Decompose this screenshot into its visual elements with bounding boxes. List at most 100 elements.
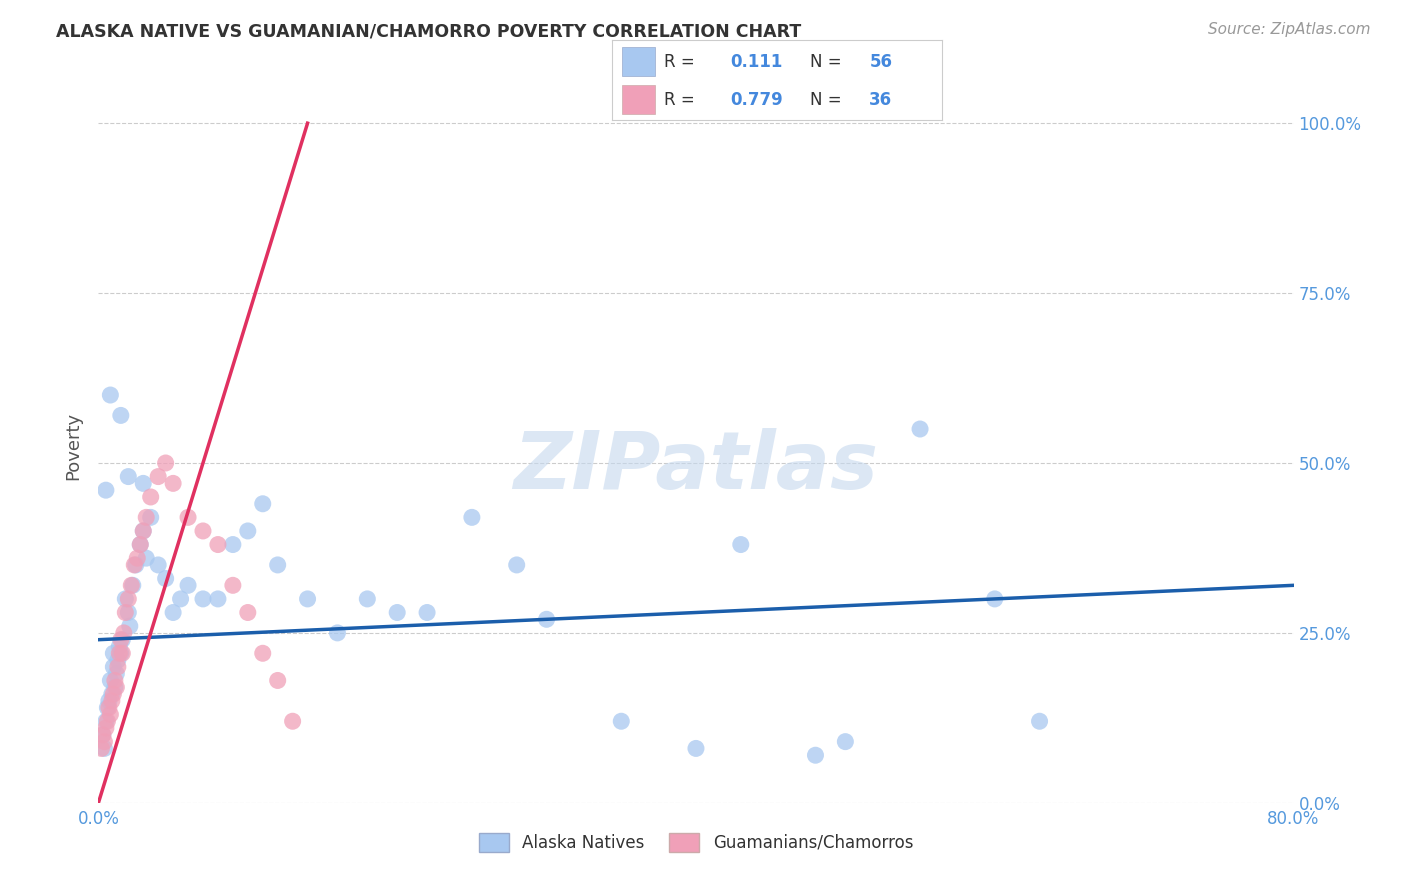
Legend: Alaska Natives, Guamanians/Chamorros: Alaska Natives, Guamanians/Chamorros bbox=[472, 826, 920, 859]
Point bbox=[132, 524, 155, 538]
FancyBboxPatch shape bbox=[621, 47, 655, 77]
Point bbox=[114, 606, 136, 620]
Point bbox=[111, 632, 134, 647]
Point bbox=[103, 687, 125, 701]
Point bbox=[97, 694, 120, 708]
Point bbox=[326, 626, 349, 640]
Point bbox=[124, 558, 146, 572]
Point bbox=[177, 510, 200, 524]
Point bbox=[536, 612, 558, 626]
Text: N =: N = bbox=[810, 91, 841, 109]
Point bbox=[129, 537, 152, 551]
Point bbox=[110, 632, 132, 647]
Point bbox=[148, 469, 170, 483]
Point bbox=[177, 578, 200, 592]
Point bbox=[610, 714, 633, 729]
Point bbox=[506, 558, 529, 572]
Point bbox=[132, 476, 155, 491]
Point bbox=[112, 626, 135, 640]
Point bbox=[236, 524, 259, 538]
Point bbox=[191, 591, 214, 606]
Point bbox=[110, 646, 132, 660]
Point bbox=[91, 728, 114, 742]
Point bbox=[129, 537, 152, 551]
Point bbox=[90, 741, 112, 756]
Point bbox=[108, 640, 131, 654]
Point bbox=[121, 578, 143, 592]
Y-axis label: Poverty: Poverty bbox=[65, 412, 83, 480]
Point bbox=[91, 728, 114, 742]
Point bbox=[110, 409, 132, 423]
Point bbox=[191, 524, 214, 538]
Point bbox=[94, 721, 117, 735]
Point bbox=[685, 741, 707, 756]
Point bbox=[252, 497, 274, 511]
Point bbox=[385, 606, 409, 620]
Point bbox=[111, 646, 134, 660]
Point bbox=[103, 646, 125, 660]
Text: 56: 56 bbox=[869, 53, 893, 70]
Point bbox=[356, 591, 378, 606]
Point bbox=[105, 666, 128, 681]
Point bbox=[105, 680, 128, 694]
Point bbox=[162, 606, 184, 620]
Point bbox=[984, 591, 1007, 606]
Text: N =: N = bbox=[810, 53, 841, 70]
Point bbox=[117, 606, 139, 620]
Point bbox=[162, 476, 184, 491]
Point bbox=[236, 606, 259, 620]
Text: 36: 36 bbox=[869, 91, 893, 109]
Point bbox=[252, 646, 274, 660]
Point bbox=[98, 673, 122, 688]
Point bbox=[416, 606, 439, 620]
Point bbox=[93, 734, 115, 748]
Point bbox=[132, 524, 155, 538]
Point bbox=[297, 591, 319, 606]
Text: R =: R = bbox=[665, 91, 695, 109]
Point bbox=[207, 537, 229, 551]
Point bbox=[98, 707, 122, 722]
Text: R =: R = bbox=[665, 53, 695, 70]
Point bbox=[908, 422, 931, 436]
Text: ALASKA NATIVE VS GUAMANIAN/CHAMORRO POVERTY CORRELATION CHART: ALASKA NATIVE VS GUAMANIAN/CHAMORRO POVE… bbox=[56, 22, 801, 40]
Point bbox=[267, 673, 290, 688]
Point bbox=[1028, 714, 1050, 729]
Point bbox=[101, 687, 124, 701]
Point bbox=[93, 741, 115, 756]
Point bbox=[94, 483, 117, 498]
Point bbox=[107, 660, 129, 674]
Point bbox=[804, 748, 827, 763]
Point bbox=[103, 660, 125, 674]
Point bbox=[98, 388, 122, 402]
Point bbox=[267, 558, 290, 572]
Point bbox=[148, 558, 170, 572]
Point bbox=[155, 456, 177, 470]
Point bbox=[97, 700, 120, 714]
Point bbox=[461, 510, 484, 524]
Point bbox=[114, 591, 136, 606]
Text: 0.779: 0.779 bbox=[731, 91, 783, 109]
Point bbox=[118, 619, 141, 633]
Point bbox=[120, 578, 142, 592]
Point bbox=[125, 558, 148, 572]
Point bbox=[281, 714, 304, 729]
Point bbox=[101, 694, 124, 708]
Point bbox=[108, 646, 131, 660]
Point bbox=[222, 537, 245, 551]
Point bbox=[139, 490, 162, 504]
Point bbox=[834, 734, 856, 748]
Point bbox=[96, 714, 118, 729]
FancyBboxPatch shape bbox=[621, 85, 655, 114]
Point bbox=[104, 673, 127, 688]
Point bbox=[155, 572, 177, 586]
Point bbox=[730, 537, 752, 551]
Point bbox=[94, 714, 117, 729]
Point bbox=[169, 591, 191, 606]
Point bbox=[127, 551, 149, 566]
Point bbox=[96, 700, 118, 714]
Point bbox=[117, 469, 139, 483]
Text: Source: ZipAtlas.com: Source: ZipAtlas.com bbox=[1208, 22, 1371, 37]
Point bbox=[117, 591, 139, 606]
Point bbox=[104, 680, 127, 694]
Point bbox=[135, 510, 157, 524]
